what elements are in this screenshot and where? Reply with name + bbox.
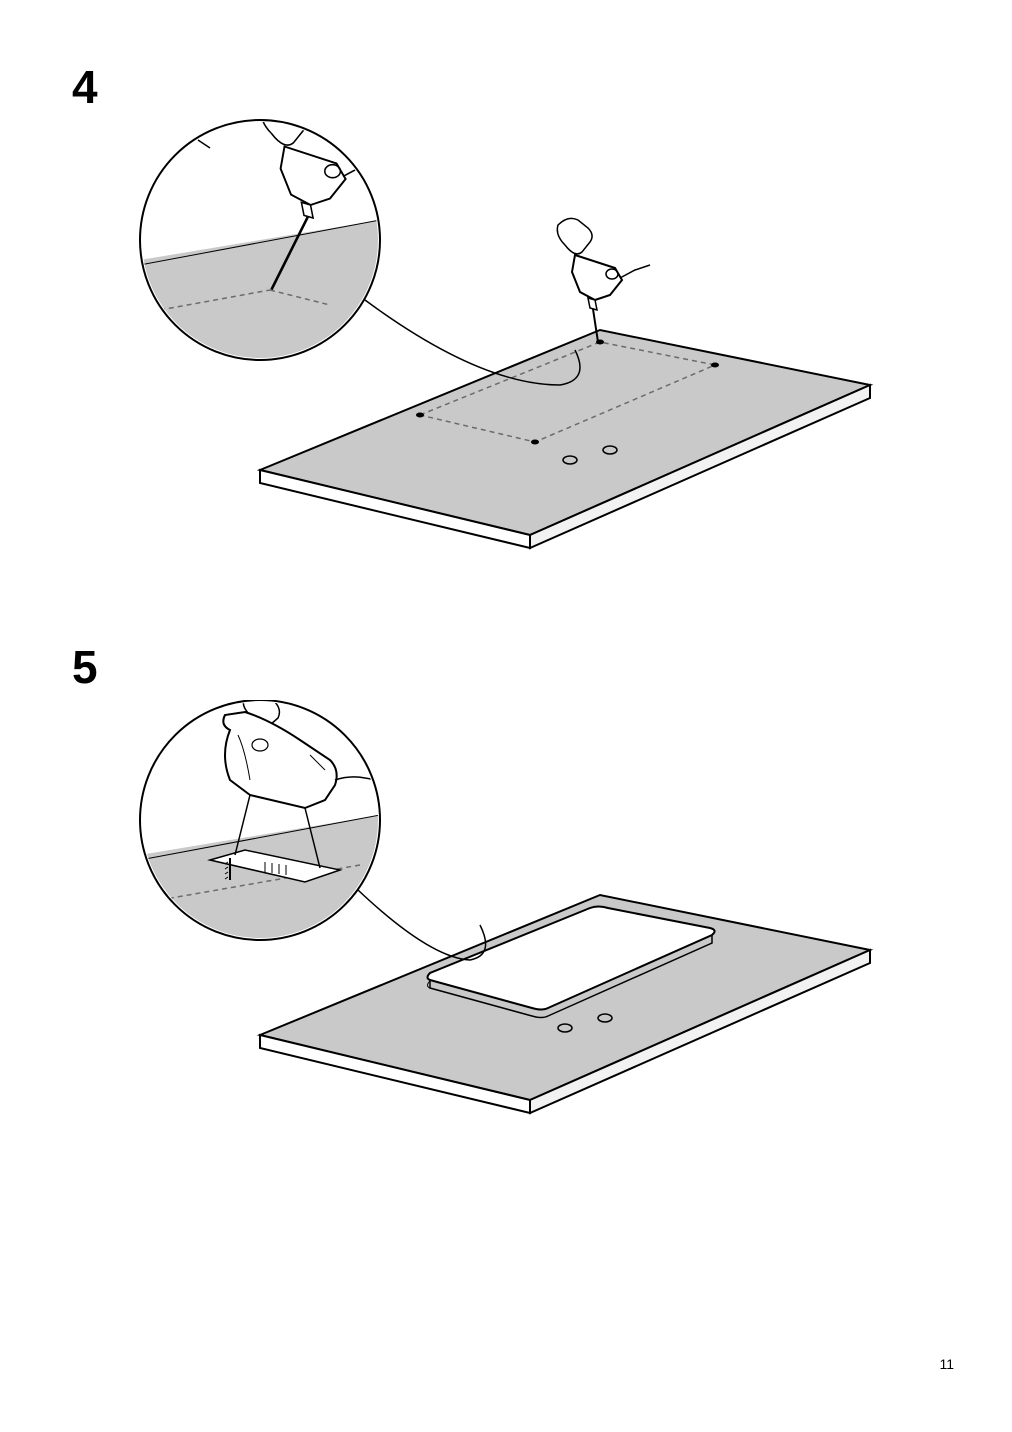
countertop-main [260, 330, 870, 548]
detail-circle-drill [140, 99, 380, 360]
countertop-cut [260, 895, 870, 1113]
step-5-diagram [130, 700, 930, 1140]
drill-main [557, 218, 650, 342]
jigsaw-diagram-svg [130, 700, 930, 1140]
drill-diagram-svg [130, 80, 930, 570]
step-5-number: 5 [72, 640, 98, 694]
step-4-diagram [130, 80, 930, 570]
detail-circle-jigsaw [140, 700, 440, 940]
step-4-number: 4 [72, 60, 98, 114]
page-number: 11 [939, 1356, 954, 1372]
